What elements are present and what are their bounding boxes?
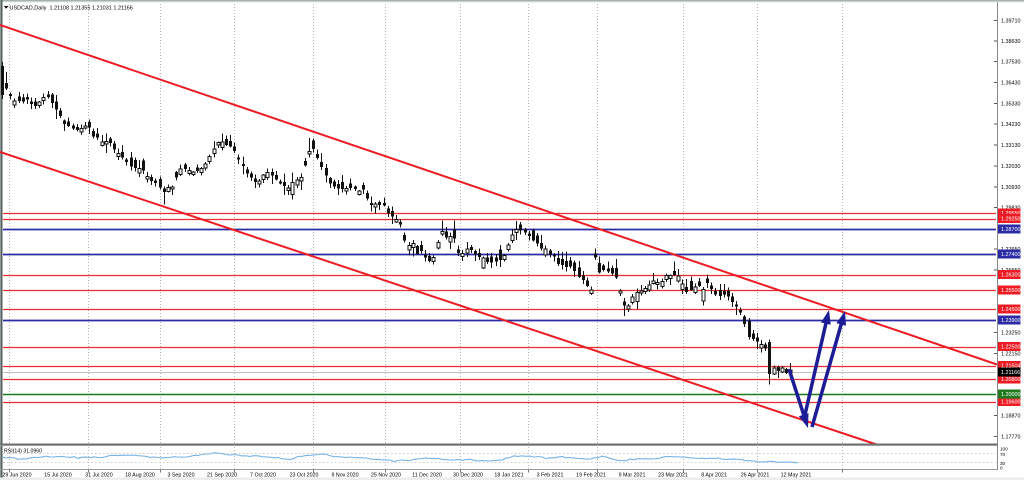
svg-text:8 Apr 2021: 8 Apr 2021 [701, 473, 727, 479]
svg-text:1.34230: 1.34230 [1001, 122, 1021, 128]
svg-text:7 Oct 2020: 7 Oct 2020 [250, 473, 276, 479]
svg-text:26 Apr 2021: 26 Apr 2021 [741, 473, 770, 479]
svg-text:1.21166: 1.21166 [1001, 370, 1020, 376]
svg-text:1.20000: 1.20000 [1001, 392, 1021, 398]
svg-text:18 Aug 2020: 18 Aug 2020 [125, 473, 155, 479]
svg-text:1.39710: 1.39710 [1001, 18, 1021, 24]
svg-text:1.30930: 1.30930 [1001, 185, 1021, 191]
svg-text:3 Feb 2021: 3 Feb 2021 [537, 473, 564, 479]
svg-text:100: 100 [1000, 447, 1008, 452]
svg-text:1.26300: 1.26300 [1001, 273, 1021, 279]
svg-text:1.24500: 1.24500 [1001, 307, 1021, 313]
svg-text:1.18870: 1.18870 [1001, 414, 1021, 420]
svg-text:15 Jul 2020: 15 Jul 2020 [44, 473, 71, 479]
svg-text:0: 0 [1000, 466, 1003, 471]
svg-text:25 Nov 2020: 25 Nov 2020 [371, 473, 401, 479]
svg-text:1.19600: 1.19600 [1001, 400, 1021, 406]
svg-text:1.17770: 1.17770 [1001, 434, 1021, 440]
svg-text:1.25500: 1.25500 [1001, 288, 1021, 294]
svg-text:1.23900: 1.23900 [1001, 318, 1021, 324]
svg-text:USDCAD,Daily 1.21108 1.21355: USDCAD,Daily 1.21108 1.21355 1.21031 1.2… [10, 5, 133, 11]
svg-text:RSI(14) 31.0960: RSI(14) 31.0960 [4, 449, 42, 455]
svg-text:1.36430: 1.36430 [1001, 81, 1021, 87]
svg-text:1.33130: 1.33130 [1001, 143, 1021, 149]
svg-text:23 Mar 2021: 23 Mar 2021 [658, 473, 688, 479]
svg-text:1.38630: 1.38630 [1001, 39, 1021, 45]
svg-text:30: 30 [1000, 461, 1006, 466]
svg-text:30 Dec 2020: 30 Dec 2020 [453, 473, 483, 479]
svg-text:1.37530: 1.37530 [1001, 60, 1021, 66]
svg-text:12 May 2021: 12 May 2021 [781, 473, 812, 479]
svg-text:1.22150: 1.22150 [1001, 351, 1021, 357]
svg-text:11 Dec 2020: 11 Dec 2020 [412, 473, 442, 479]
svg-text:3 Sep 2020: 3 Sep 2020 [167, 473, 194, 479]
svg-text:9 Mar 2021: 9 Mar 2021 [619, 473, 646, 479]
svg-text:1.32030: 1.32030 [1001, 164, 1021, 170]
svg-text:1.21504: 1.21504 [1001, 364, 1021, 370]
svg-text:29 Jun 2020: 29 Jun 2020 [2, 473, 31, 479]
svg-text:9 Nov 2020: 9 Nov 2020 [331, 473, 358, 479]
svg-text:1.29550: 1.29550 [1001, 211, 1021, 217]
svg-text:1.27400: 1.27400 [1001, 252, 1021, 258]
svg-text:1.28700: 1.28700 [1001, 227, 1021, 233]
svg-text:70: 70 [1000, 452, 1006, 457]
svg-text:1.20800: 1.20800 [1001, 377, 1021, 383]
svg-text:31 Jul 2020: 31 Jul 2020 [85, 473, 112, 479]
svg-text:1.35330: 1.35330 [1001, 101, 1021, 107]
svg-text:19 Feb 2021: 19 Feb 2021 [576, 473, 606, 479]
svg-text:1.22500: 1.22500 [1001, 345, 1021, 351]
svg-text:1.29250: 1.29250 [1001, 217, 1021, 223]
svg-text:18 Jan 2021: 18 Jan 2021 [494, 473, 523, 479]
svg-text:21 Sep 2020: 21 Sep 2020 [207, 473, 237, 479]
svg-text:23 Oct 2020: 23 Oct 2020 [290, 473, 319, 479]
svg-text:1.23250: 1.23250 [1001, 331, 1021, 337]
